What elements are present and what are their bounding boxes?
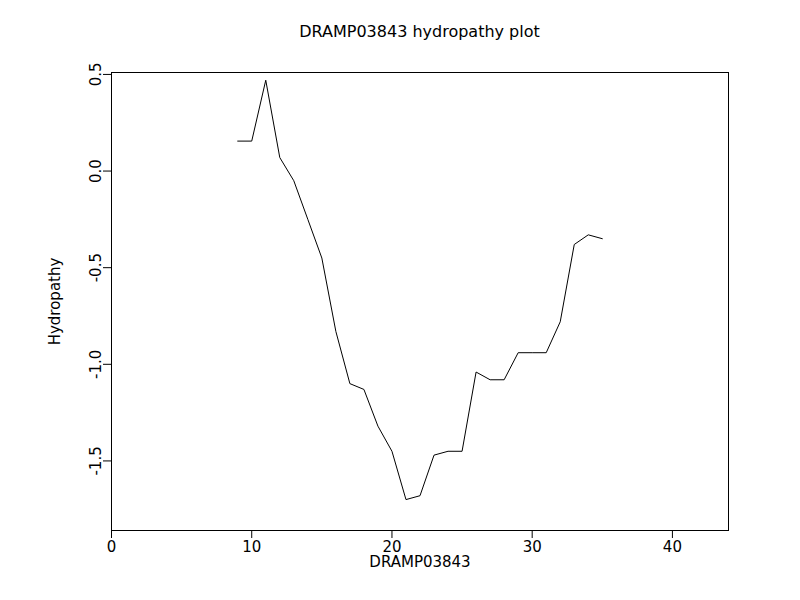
svg-text:Hydropathy: Hydropathy [46,258,64,346]
html-text:DRAMP03843 hydropathy plot: DRAMP03843 hydropathy plot [299,22,540,41]
svg-text:10: 10 [242,538,261,556]
svg-text:30: 30 [523,538,542,556]
svg-text:-1.5: -1.5 [87,446,105,475]
svg-text:-0.5: -0.5 [87,253,105,282]
svg-text:20: 20 [382,538,402,557]
svg-text:-1.0: -1.0 [87,350,105,379]
svg-text:0: 0 [107,538,117,556]
svg-text:0.0: 0.0 [87,159,105,183]
svg-text:40: 40 [663,538,682,556]
svg-text:0.5: 0.5 [87,63,105,87]
svg-text:DRAMP03843: DRAMP03843 [369,553,470,571]
